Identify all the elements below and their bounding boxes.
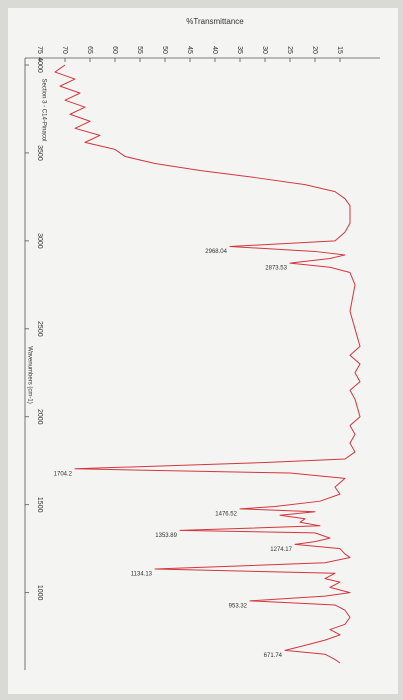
y-axis-label: %Transmittance [186, 17, 244, 26]
y-tick-label: 55 [136, 46, 143, 54]
y-tick-label: 35 [236, 46, 243, 54]
x-tick-label: 3500 [36, 145, 43, 161]
y-tick-label: 20 [311, 46, 318, 54]
y-tick-label: 75 [36, 46, 43, 54]
peak-label: 671.74 [264, 653, 283, 659]
y-tick-label: 60 [111, 46, 118, 54]
y-tick-label: 15 [336, 46, 343, 54]
paper [8, 8, 398, 694]
peak-label: 2968.04 [205, 249, 227, 255]
spectrum-line [54, 64, 361, 664]
x-tick-label: 1000 [36, 585, 43, 601]
peak-label: 1353.89 [155, 533, 177, 539]
y-tick-label: 30 [261, 46, 268, 54]
y-tick-label: 25 [286, 46, 293, 54]
x-axis-label: Wavenumbers (cm-1) [26, 346, 32, 403]
chart-title: Section 3 - C14-Pinacol [40, 78, 46, 141]
y-tick-label: 65 [86, 46, 93, 54]
peak-label: 2873.53 [265, 266, 287, 272]
x-tick-label: 2500 [36, 321, 43, 337]
x-tick-label: 4000 [36, 57, 43, 73]
peak-label: 953.32 [229, 603, 248, 609]
peak-label: 1704.2 [54, 471, 73, 477]
peak-label: 1274.17 [270, 547, 292, 553]
x-tick-label: 3000 [36, 233, 43, 249]
y-tick-label: 70 [61, 46, 68, 54]
x-tick-label: 1500 [36, 497, 43, 513]
x-tick-label: 2000 [36, 409, 43, 425]
y-tick-label: 40 [211, 46, 218, 54]
peak-label: 1134.13 [131, 572, 153, 578]
y-tick-label: 50 [161, 46, 168, 54]
peak-label: 1476.52 [215, 511, 237, 517]
y-tick-label: 45 [186, 46, 193, 54]
